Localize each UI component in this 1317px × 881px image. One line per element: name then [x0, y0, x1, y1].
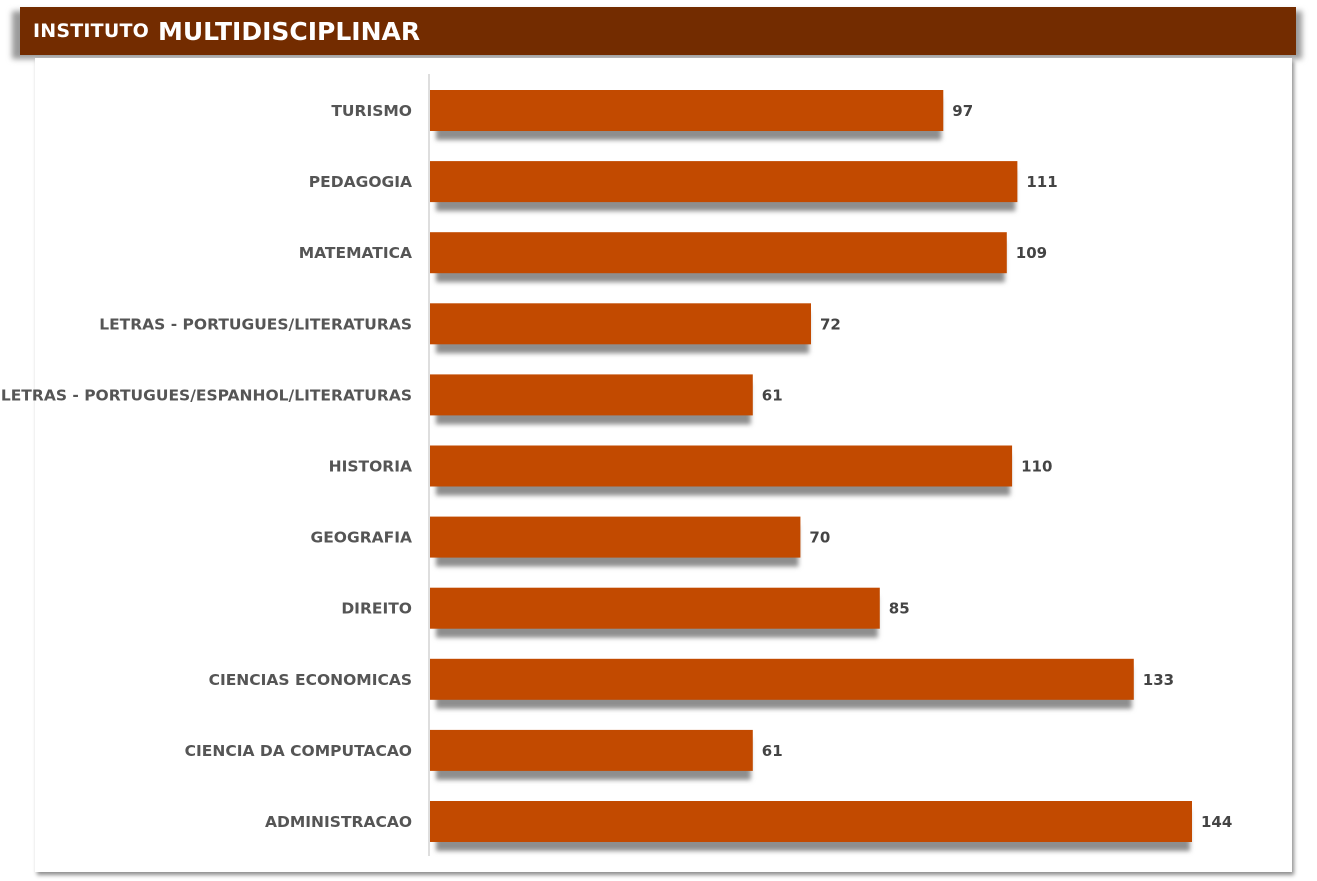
chart-title-bar: INSTITUTO MULTIDISCIPLINAR [20, 7, 1296, 55]
bar [430, 374, 753, 416]
data-label: 111 [1026, 173, 1057, 191]
category-label: GEOGRAFIA [311, 529, 413, 547]
data-label: 109 [1016, 244, 1047, 262]
data-label: 72 [820, 315, 841, 333]
category-label: HISTORIA [329, 458, 412, 476]
bar [430, 445, 1013, 487]
title-main: MULTIDISCIPLINAR [158, 16, 421, 46]
bar [430, 516, 801, 558]
title-prefix: INSTITUTO [33, 20, 149, 42]
data-label: 110 [1021, 458, 1052, 476]
data-label: 70 [809, 529, 830, 547]
bar [430, 161, 1018, 203]
bar [430, 729, 753, 771]
bar [430, 232, 1007, 274]
data-label: 144 [1201, 813, 1232, 831]
bar [430, 303, 811, 345]
data-label: 61 [762, 742, 783, 760]
category-label: LETRAS - PORTUGUES/ESPANHOL/LITERATURAS [1, 386, 412, 404]
category-label: DIREITO [341, 600, 412, 618]
bar [430, 587, 880, 629]
category-label: CIENCIA DA COMPUTACAO [185, 742, 412, 760]
category-label: CIENCIAS ECONOMICAS [209, 671, 412, 689]
data-label: 133 [1143, 671, 1174, 689]
data-label: 61 [762, 386, 783, 404]
category-label: ADMINISTRACAO [265, 813, 412, 831]
category-label: LETRAS - PORTUGUES/LITERATURAS [99, 315, 412, 333]
category-label: PEDAGOGIA [309, 173, 412, 191]
bar [430, 90, 944, 131]
category-label: MATEMATICA [299, 244, 412, 262]
data-label: 97 [952, 102, 973, 120]
bars-layer: TURISMO 97 PEDAGOGIA 111 MATEMATICA 109 LETRAS… [1, 90, 1232, 851]
bar [430, 801, 1192, 842]
category-label: TURISMO [331, 102, 412, 120]
bar [430, 658, 1134, 700]
data-label: 85 [889, 600, 910, 618]
